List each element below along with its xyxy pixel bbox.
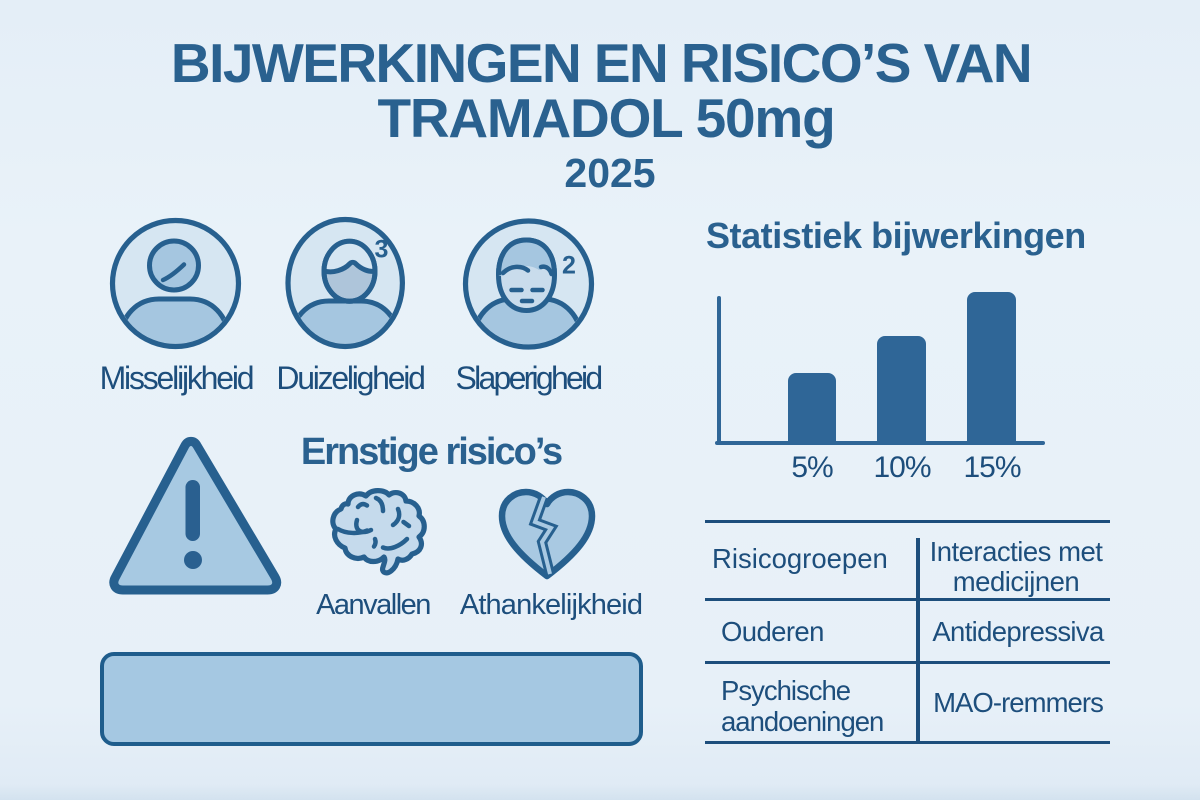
svg-text:3: 3	[375, 236, 389, 264]
svg-text:2: 2	[562, 252, 576, 280]
